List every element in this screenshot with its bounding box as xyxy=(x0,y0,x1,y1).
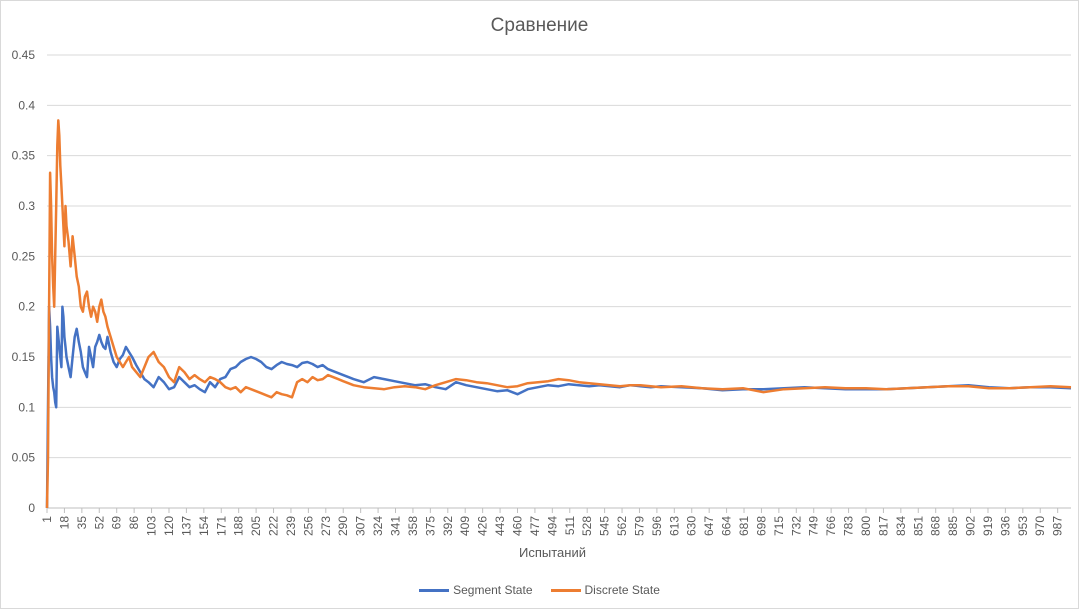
x-tick-label: 69 xyxy=(110,516,124,530)
x-tick-label: 52 xyxy=(92,516,106,530)
x-tick-label: 562 xyxy=(615,516,629,536)
x-tick-label: 664 xyxy=(720,516,734,536)
x-tick-label: 239 xyxy=(284,516,298,536)
x-tick-label: 426 xyxy=(476,516,490,536)
x-tick-label: 222 xyxy=(267,516,281,536)
x-tick-label: 970 xyxy=(1033,516,1047,536)
x-tick-label: 511 xyxy=(563,516,577,535)
y-tick-label: 0.15 xyxy=(12,350,36,364)
x-tick-label: 392 xyxy=(441,516,455,536)
x-tick-label: 936 xyxy=(998,516,1012,536)
chart-title: Сравнение xyxy=(490,15,589,36)
x-tick-label: 766 xyxy=(824,516,838,536)
x-tick-label: 834 xyxy=(894,516,908,536)
x-tick-label: 800 xyxy=(859,516,873,536)
y-tick-label: 0.45 xyxy=(12,48,36,62)
x-tick-label: 630 xyxy=(685,516,699,536)
x-tick-label: 579 xyxy=(632,516,646,536)
x-tick-label: 307 xyxy=(354,516,368,536)
legend-swatch-discrete-state xyxy=(550,588,581,592)
x-tick-label: 443 xyxy=(493,516,507,536)
x-tick-label: 749 xyxy=(807,516,821,536)
x-tick-label: 409 xyxy=(458,516,472,536)
x-tick-label: 341 xyxy=(389,516,403,536)
x-tick-label: 103 xyxy=(145,516,159,536)
x-tick-label: 902 xyxy=(964,516,978,536)
x-tick-label: 613 xyxy=(667,516,681,536)
legend-item-segment-state: Segment State xyxy=(419,583,533,597)
legend-item-discrete-state: Discrete State xyxy=(550,583,660,597)
y-tick-label: 0.1 xyxy=(18,400,35,414)
x-tick-label: 715 xyxy=(772,516,786,536)
y-tick-label: 0 xyxy=(28,501,35,515)
x-tick-label: 460 xyxy=(510,516,524,536)
legend-swatch-segment-state xyxy=(419,588,450,592)
x-tick-label: 885 xyxy=(946,516,960,536)
x-tick-label: 868 xyxy=(929,516,943,536)
x-tick-label: 698 xyxy=(754,516,768,536)
y-tick-label: 0.05 xyxy=(12,451,36,465)
x-tick-label: 477 xyxy=(528,516,542,536)
x-tick-label: 205 xyxy=(249,516,263,536)
x-tick-label: 817 xyxy=(876,516,890,536)
x-tick-label: 120 xyxy=(162,516,176,536)
legend-label-segment-state: Segment State xyxy=(453,583,533,597)
y-tick-label: 0.3 xyxy=(18,199,35,213)
x-tick-label: 528 xyxy=(580,516,594,536)
x-tick-label: 953 xyxy=(1016,516,1030,536)
x-tick-label: 647 xyxy=(702,516,716,536)
x-tick-label: 919 xyxy=(981,516,995,536)
x-tick-label: 256 xyxy=(301,516,315,536)
x-tick-label: 1 xyxy=(40,516,54,523)
legend: Segment State Discrete State xyxy=(1,583,1078,597)
y-tick-label: 0.2 xyxy=(18,300,35,314)
x-tick-label: 358 xyxy=(406,516,420,536)
y-tick-label: 0.4 xyxy=(18,98,35,112)
x-tick-label: 494 xyxy=(545,516,559,536)
x-tick-label: 987 xyxy=(1051,516,1065,536)
x-tick-label: 137 xyxy=(179,516,193,536)
x-axis-label: Испытаний xyxy=(519,545,586,560)
x-tick-label: 35 xyxy=(75,516,89,530)
x-tick-label: 324 xyxy=(371,516,385,536)
x-tick-label: 86 xyxy=(127,516,141,530)
x-tick-label: 154 xyxy=(197,516,211,536)
x-tick-label: 18 xyxy=(57,516,71,530)
x-tick-label: 290 xyxy=(336,516,350,536)
x-tick-label: 188 xyxy=(232,516,246,536)
legend-label-discrete-state: Discrete State xyxy=(584,583,660,597)
x-tick-label: 545 xyxy=(598,516,612,536)
x-tick-label: 851 xyxy=(911,516,925,536)
x-tick-label: 375 xyxy=(423,516,437,536)
x-tick-label: 171 xyxy=(214,516,228,536)
x-tick-label: 681 xyxy=(737,516,751,536)
x-tick-label: 732 xyxy=(789,516,803,536)
y-tick-label: 0.35 xyxy=(12,149,36,163)
series-line-discrete-state xyxy=(45,119,1072,509)
y-tick-label: 0.25 xyxy=(12,249,36,263)
x-tick-label: 596 xyxy=(650,516,664,536)
x-tick-label: 783 xyxy=(842,516,856,536)
x-tick-label: 273 xyxy=(319,516,333,536)
